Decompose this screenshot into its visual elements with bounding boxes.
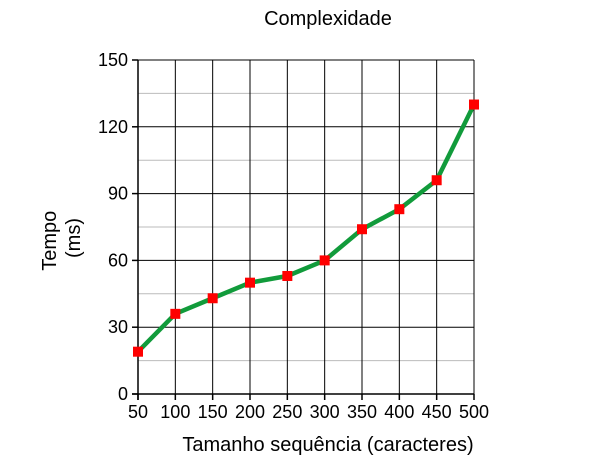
y-tick-label: 150 bbox=[98, 50, 128, 70]
y-tick-label: 90 bbox=[108, 184, 128, 204]
y-axis-title: Tempo (ms) bbox=[39, 205, 85, 271]
chart-axes bbox=[132, 59, 475, 400]
data-point-marker bbox=[207, 293, 218, 304]
data-point-marker bbox=[133, 346, 143, 357]
data-point-marker bbox=[394, 204, 405, 215]
grid-lines bbox=[137, 59, 475, 395]
x-tick-label: 450 bbox=[422, 402, 452, 422]
series-line bbox=[135, 102, 477, 354]
data-point-marker bbox=[282, 270, 293, 281]
data-point-marker bbox=[431, 175, 442, 186]
x-tick-label: 350 bbox=[347, 402, 377, 422]
y-tick-label: 0 bbox=[118, 384, 128, 404]
series-layer bbox=[133, 99, 479, 357]
x-tick-label: 100 bbox=[160, 402, 190, 422]
x-axis-title: Tamanho sequência (caracteres) bbox=[182, 434, 473, 456]
y-axis-title-line-2: (ms) bbox=[63, 218, 85, 258]
y-tick-label: 120 bbox=[98, 117, 128, 137]
x-tick-label: 200 bbox=[235, 402, 265, 422]
x-tick-label: 300 bbox=[310, 402, 340, 422]
data-point-marker bbox=[319, 255, 330, 266]
data-point-marker bbox=[170, 308, 181, 319]
x-tick-label: 400 bbox=[384, 402, 414, 422]
y-tick-label: 30 bbox=[108, 317, 128, 337]
tick-labels: 0 30 60 90 120 150 50 100 150 200 250 300 350 400 450 5… bbox=[98, 50, 489, 422]
x-tick-label: 250 bbox=[272, 402, 302, 422]
chart-title: Complexidade bbox=[264, 8, 392, 30]
y-axis-title-line-1: Tempo bbox=[39, 211, 61, 271]
x-tick-label: 150 bbox=[198, 402, 228, 422]
y-tick-label: 60 bbox=[108, 250, 128, 270]
x-tick-label: 500 bbox=[459, 402, 489, 422]
data-point-marker bbox=[357, 224, 367, 235]
data-point-marker bbox=[469, 99, 479, 110]
data-point-marker bbox=[245, 277, 255, 288]
x-tick-label: 50 bbox=[128, 402, 148, 422]
